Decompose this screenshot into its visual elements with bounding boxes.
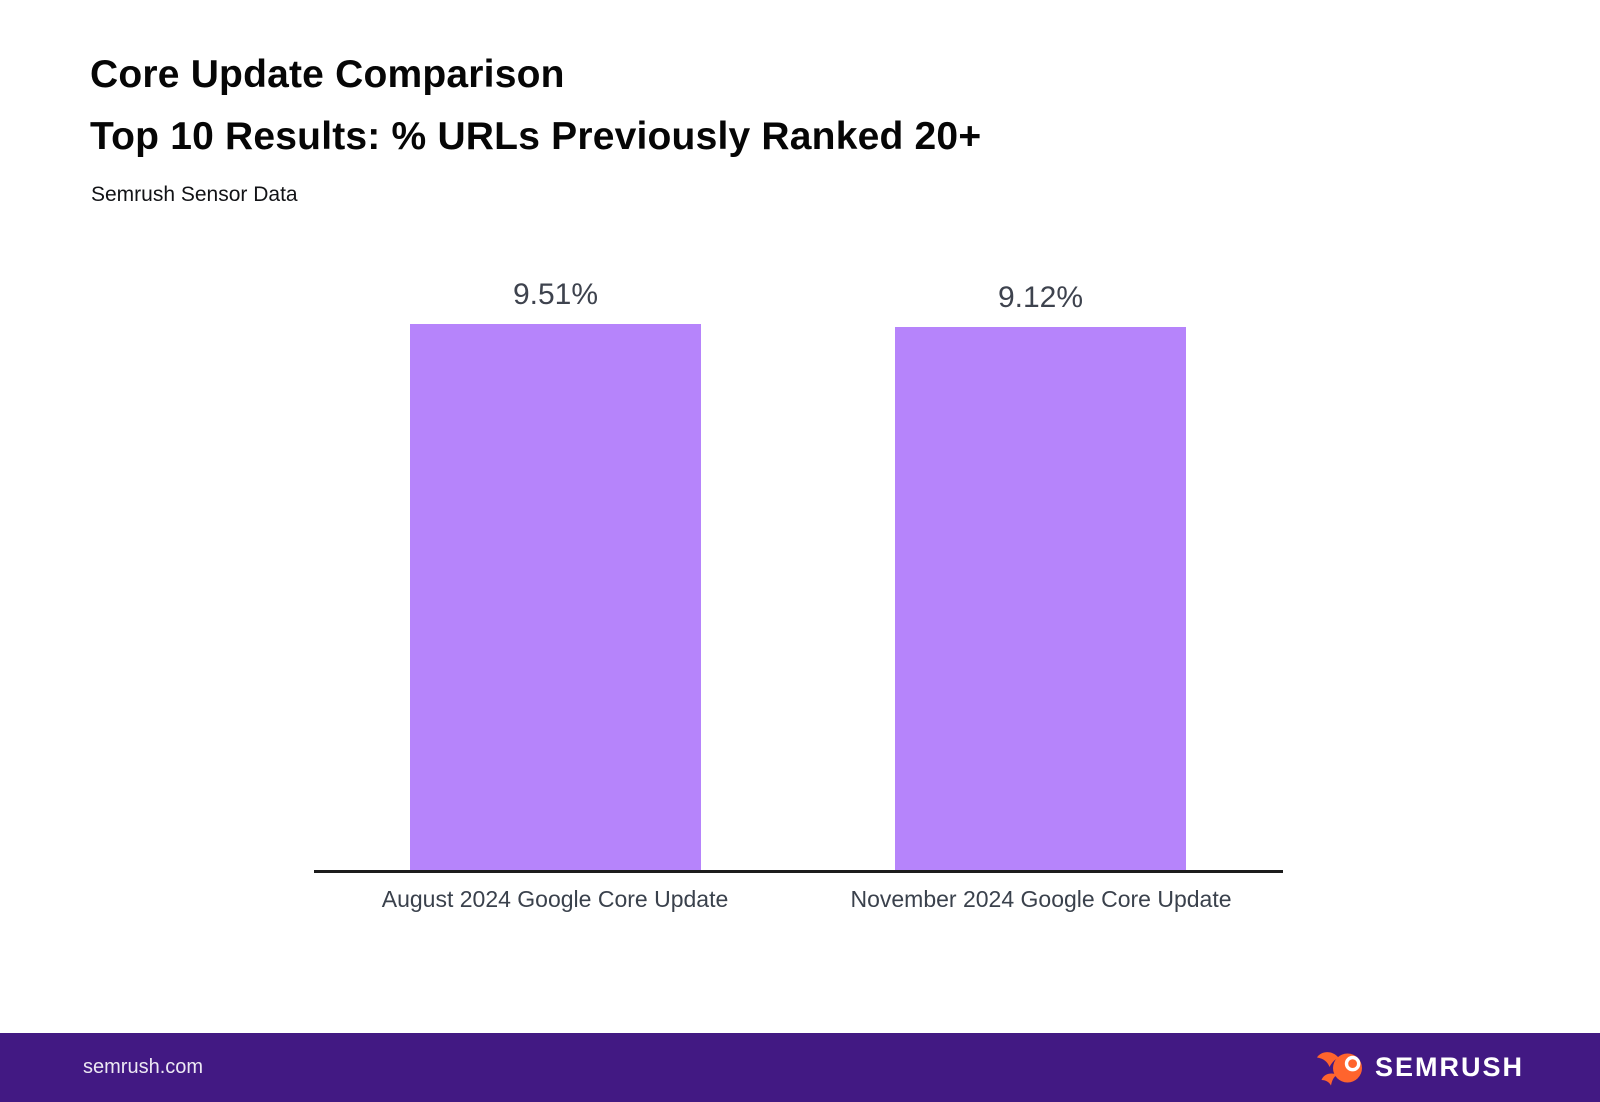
semrush-logo: SEMRUSH — [1316, 1049, 1524, 1087]
title-line-2: Top 10 Results: % URLs Previously Ranked… — [90, 115, 982, 158]
bar-value-label-august: 9.51% — [512, 278, 599, 311]
footer: semrush.com SEMRUSH — [0, 1033, 1600, 1102]
x-axis-label-august: August 2024 Google Core Update — [381, 886, 729, 912]
semrush-flame-icon — [1316, 1051, 1362, 1085]
x-axis-label-november: November 2024 Google Core Update — [850, 886, 1232, 912]
bar-august — [410, 324, 701, 870]
bar-group-august: 9.51% — [410, 278, 701, 870]
semrush-wordmark: SEMRUSH — [1374, 1052, 1524, 1082]
chart-subtitle: Semrush Sensor Data — [91, 183, 298, 206]
chart-plot-area: 9.51% 9.12% — [314, 278, 1283, 873]
page-title: Core Update Comparison Top 10 Results: %… — [90, 44, 981, 168]
bar-chart: 9.51% 9.12% August 2024 Google Core Upda… — [314, 278, 1283, 918]
bar-group-november: 9.12% — [895, 278, 1186, 870]
title-line-1: Core Update Comparison — [90, 53, 565, 96]
bar-value-label-november: 9.12% — [997, 281, 1084, 315]
footer-url: semrush.com — [83, 1056, 204, 1078]
bar-november — [895, 327, 1186, 870]
